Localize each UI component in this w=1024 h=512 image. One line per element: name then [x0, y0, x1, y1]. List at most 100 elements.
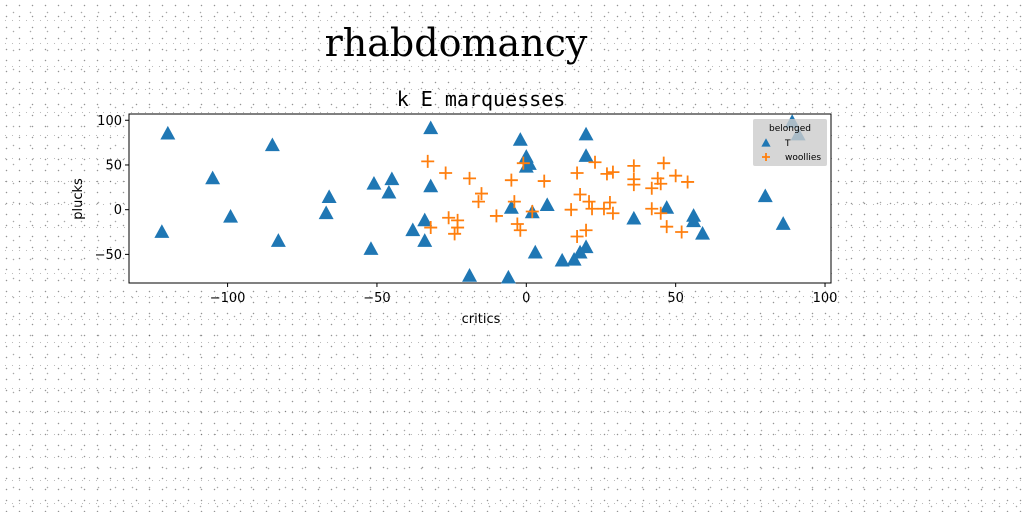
data-point-triangle: [686, 213, 702, 228]
data-point-plus: [651, 171, 665, 185]
data-point-plus: [421, 154, 435, 168]
data-point-triangle: [423, 120, 439, 135]
data-point-plus: [669, 169, 683, 183]
data-point-plus: [606, 206, 620, 220]
y-tick-label: 0: [114, 203, 122, 218]
points-layer: [154, 114, 806, 284]
data-point-triangle: [578, 126, 594, 141]
data-point-plus: [564, 203, 578, 217]
data-point-plus: [537, 174, 551, 188]
data-point-plus: [627, 172, 641, 186]
data-point-triangle: [321, 189, 337, 204]
x-axis-label: critics: [462, 312, 501, 327]
data-point-triangle: [500, 269, 516, 284]
data-point-triangle: [578, 239, 594, 254]
data-point-plus: [448, 227, 462, 241]
data-point-plus: [451, 213, 465, 227]
data-point-triangle: [318, 205, 334, 220]
data-point-triangle: [566, 251, 582, 266]
y-tick-label: 50: [105, 158, 122, 173]
data-point-plus: [588, 155, 602, 169]
data-point-plus: [573, 187, 587, 201]
data-point-plus: [570, 166, 584, 180]
data-point-plus: [681, 175, 695, 189]
data-point-plus: [510, 217, 524, 231]
data-point-triangle: [578, 148, 594, 162]
data-point-triangle: [160, 125, 176, 140]
data-point-plus: [472, 195, 486, 209]
data-point-plus: [660, 220, 674, 234]
data-point-plus: [654, 177, 668, 191]
legend-box: [753, 119, 827, 166]
data-point-triangle: [223, 209, 239, 223]
legend-marker-plus: [762, 153, 770, 161]
x-tick-label: −50: [363, 291, 390, 306]
data-point-plus: [654, 206, 668, 220]
data-point-plus: [525, 204, 539, 218]
data-point-plus: [627, 159, 641, 173]
data-point-plus: [463, 171, 477, 185]
x-tick-label: 50: [667, 291, 684, 306]
data-point-triangle: [512, 132, 528, 146]
data-point-plus: [645, 202, 659, 216]
y-tick-label: −50: [95, 248, 122, 263]
data-point-plus: [513, 223, 527, 237]
data-point-plus: [507, 195, 521, 209]
data-point-plus: [582, 195, 596, 209]
data-point-plus: [606, 165, 620, 179]
data-point-plus: [504, 173, 518, 187]
data-point-triangle: [659, 200, 675, 214]
data-point-triangle: [381, 184, 397, 199]
data-point-triangle: [270, 233, 286, 247]
data-point-triangle: [539, 197, 555, 212]
data-point-triangle: [554, 252, 570, 267]
legend-entry-label: T: [784, 139, 791, 149]
data-point-triangle: [423, 178, 439, 193]
data-point-plus: [657, 156, 671, 170]
data-point-plus: [516, 156, 530, 170]
data-point-plus: [597, 202, 611, 216]
data-point-triangle: [384, 171, 400, 186]
data-point-triangle: [503, 200, 519, 214]
data-point-triangle: [775, 216, 791, 230]
data-point-plus: [570, 230, 584, 244]
data-point-plus: [424, 221, 438, 235]
data-point-triangle: [264, 137, 280, 152]
legend-entry-label: woollies: [785, 153, 821, 163]
x-tick-label: 100: [813, 291, 838, 306]
legend-marker-triangle: [761, 138, 771, 147]
data-point-plus: [585, 202, 599, 216]
data-point-triangle: [527, 244, 543, 259]
x-tick-label: −100: [210, 291, 246, 306]
data-point-plus: [579, 223, 593, 237]
data-point-triangle: [205, 170, 221, 185]
data-point-plus: [439, 166, 453, 180]
data-point-triangle: [363, 241, 379, 255]
data-point-triangle: [366, 175, 382, 190]
y-tick-label: 100: [97, 114, 122, 129]
plot-area: [128, 113, 832, 284]
data-point-plus: [442, 211, 456, 225]
data-point-triangle: [626, 210, 642, 225]
x-tick-label: 0: [522, 291, 530, 306]
data-point-triangle: [695, 226, 711, 240]
y-axis-label: plucks: [71, 178, 86, 220]
data-point-plus: [675, 225, 689, 239]
data-point-triangle: [417, 233, 433, 247]
data-point-plus: [645, 181, 659, 195]
ticks-layer: −100 −50 0 50 100 −50 0 50 100: [95, 114, 838, 306]
chart-suptitle: rhabdomancy: [325, 21, 588, 65]
data-point-triangle: [757, 188, 773, 203]
data-point-triangle: [417, 212, 433, 227]
data-point-plus: [603, 196, 617, 210]
data-point-triangle: [154, 224, 170, 238]
data-point-plus: [600, 167, 614, 181]
chart-title: k E marquesses: [397, 87, 566, 111]
legend-title: belonged: [769, 124, 811, 134]
data-point-triangle: [462, 268, 478, 282]
data-point-plus: [489, 209, 503, 223]
data-point-plus: [474, 187, 488, 201]
